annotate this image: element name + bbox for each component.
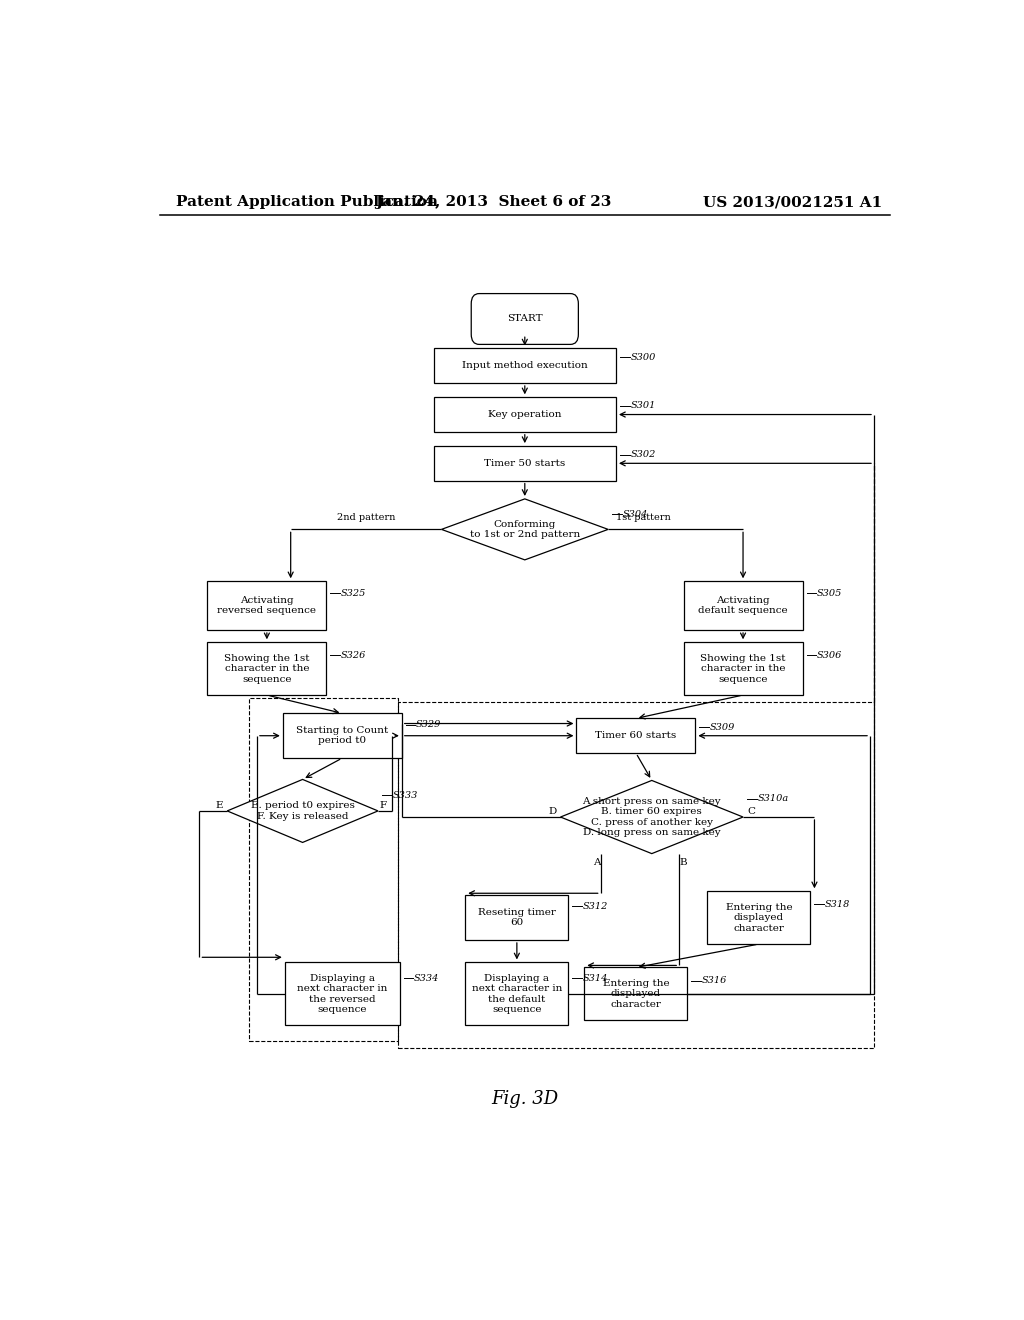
Text: S304: S304	[623, 510, 648, 519]
Text: Activating
reversed sequence: Activating reversed sequence	[217, 595, 316, 615]
Text: S310a: S310a	[758, 795, 788, 804]
Text: 2nd pattern: 2nd pattern	[337, 513, 395, 523]
Text: Timer 50 starts: Timer 50 starts	[484, 459, 565, 467]
Text: S309: S309	[710, 722, 735, 731]
Text: Reseting timer
60: Reseting timer 60	[478, 908, 556, 928]
Text: Showing the 1st
character in the
sequence: Showing the 1st character in the sequenc…	[224, 653, 309, 684]
Text: F: F	[380, 801, 387, 810]
Text: S312: S312	[583, 902, 608, 911]
Bar	[283, 713, 401, 758]
Text: S326: S326	[341, 651, 366, 660]
Text: Entering the
displayed
character: Entering the displayed character	[726, 903, 793, 932]
Text: Starting to Count
period t0: Starting to Count period t0	[296, 726, 388, 746]
Text: Activating
default sequence: Activating default sequence	[698, 595, 787, 615]
Bar	[433, 446, 616, 480]
Text: Patent Application Publication: Patent Application Publication	[176, 195, 437, 209]
Text: S302: S302	[631, 450, 655, 459]
Bar	[465, 962, 568, 1026]
Bar	[684, 643, 803, 696]
Text: Input method execution: Input method execution	[462, 362, 588, 370]
Bar	[684, 581, 803, 630]
Text: D: D	[548, 808, 557, 817]
Text: S305: S305	[817, 589, 842, 598]
Bar	[708, 891, 811, 944]
Polygon shape	[227, 779, 378, 842]
Text: S325: S325	[341, 589, 366, 598]
Bar	[433, 397, 616, 432]
Text: A short press on same key
B. timer 60 expires
C. press of another key
D. long pr: A short press on same key B. timer 60 ex…	[583, 797, 721, 837]
Text: S306: S306	[817, 651, 842, 660]
Text: B: B	[679, 858, 687, 867]
Bar	[285, 962, 399, 1026]
Bar	[207, 643, 327, 696]
Text: S316: S316	[701, 977, 727, 985]
Text: C: C	[748, 808, 755, 817]
Text: Fig. 3D: Fig. 3D	[492, 1089, 558, 1107]
Bar	[577, 718, 695, 752]
Text: S314: S314	[583, 974, 608, 982]
Text: 1st pattern: 1st pattern	[616, 513, 671, 523]
Text: Displaying a
next character in
the default
sequence: Displaying a next character in the defau…	[472, 974, 562, 1014]
Text: Timer 60 starts: Timer 60 starts	[595, 731, 677, 741]
Text: S329: S329	[416, 719, 441, 729]
Text: START: START	[507, 314, 543, 323]
Bar	[585, 968, 687, 1020]
Text: Showing the 1st
character in the
sequence: Showing the 1st character in the sequenc…	[700, 653, 785, 684]
Text: S318: S318	[824, 900, 850, 909]
Text: Conforming
to 1st or 2nd pattern: Conforming to 1st or 2nd pattern	[470, 520, 580, 539]
FancyBboxPatch shape	[471, 293, 579, 345]
Polygon shape	[560, 780, 743, 854]
Bar	[465, 895, 568, 940]
Text: US 2013/0021251 A1: US 2013/0021251 A1	[702, 195, 882, 209]
Text: S301: S301	[631, 401, 655, 411]
Bar	[207, 581, 327, 630]
Polygon shape	[441, 499, 608, 560]
Text: E: E	[216, 801, 223, 810]
Text: S333: S333	[392, 791, 418, 800]
Text: S300: S300	[631, 352, 655, 362]
Text: Jan. 24, 2013  Sheet 6 of 23: Jan. 24, 2013 Sheet 6 of 23	[375, 195, 611, 209]
Text: Key operation: Key operation	[488, 411, 561, 418]
Text: A: A	[593, 858, 600, 867]
Text: Displaying a
next character in
the reversed
sequence: Displaying a next character in the rever…	[297, 974, 387, 1014]
Text: S334: S334	[414, 974, 439, 982]
Bar	[433, 348, 616, 383]
Text: Entering the
displayed
character: Entering the displayed character	[602, 979, 670, 1008]
Text: E. period t0 expires
F. Key is released: E. period t0 expires F. Key is released	[251, 801, 354, 821]
